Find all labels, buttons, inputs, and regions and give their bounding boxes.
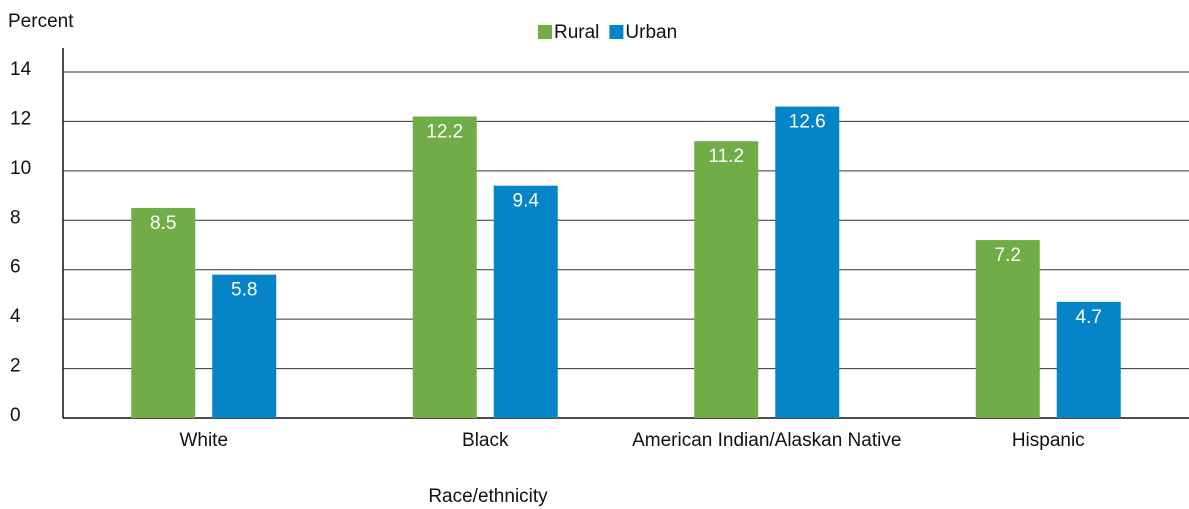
bar <box>412 116 477 418</box>
x-axis-title: Race/ethnicity <box>428 486 548 507</box>
y-tick-label: 10 <box>10 158 31 179</box>
y-tick-label: 4 <box>10 306 21 327</box>
y-tick-label: 2 <box>10 356 21 377</box>
x-tick-label: Black <box>462 430 509 451</box>
bar <box>493 185 558 418</box>
y-axis-title: Percent <box>8 11 74 32</box>
y-tick-label: 0 <box>10 405 21 426</box>
legend-swatch <box>538 25 552 39</box>
legend-label: Urban <box>625 22 677 43</box>
data-label: 8.5 <box>150 213 176 234</box>
data-label: 11.2 <box>708 146 744 167</box>
x-tick-label: White <box>179 430 229 451</box>
bar <box>775 106 840 418</box>
data-label: 5.8 <box>231 280 257 301</box>
x-tick-label: American Indian/Alaskan Native <box>632 430 902 451</box>
data-label: 4.7 <box>1076 307 1102 328</box>
legend-label: Rural <box>554 22 599 43</box>
data-label: 7.2 <box>995 245 1021 266</box>
x-tick-label: Hispanic <box>1011 430 1085 451</box>
data-label: 12.6 <box>789 112 826 133</box>
y-tick-label: 6 <box>10 257 21 278</box>
y-tick-label: 14 <box>10 59 32 80</box>
y-tick-label: 8 <box>10 207 21 228</box>
y-tick-label: 12 <box>10 108 31 129</box>
bar <box>212 274 277 418</box>
bar <box>1056 301 1121 418</box>
legend-swatch <box>609 25 624 39</box>
data-label: 12.2 <box>426 122 463 143</box>
data-label: 9.4 <box>513 191 540 212</box>
bar <box>694 141 759 418</box>
bar <box>131 207 196 418</box>
bar <box>975 240 1040 418</box>
